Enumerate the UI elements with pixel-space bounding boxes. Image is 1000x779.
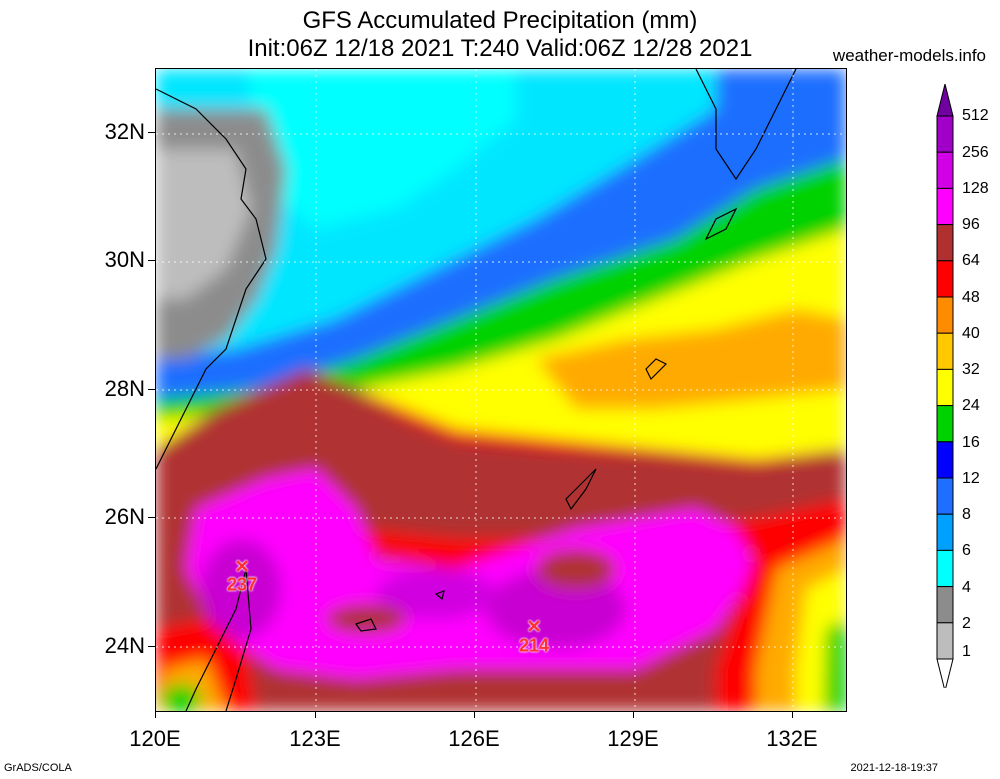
legend-swatch [936,441,954,479]
lat-label: 26N [104,504,145,529]
legend-label: 4 [962,579,971,596]
lat-label: 24N [104,633,145,658]
legend-swatch [936,151,954,189]
legend-label: 1 [962,643,971,660]
legend-swatch [936,405,954,443]
legend-label: 96 [962,216,980,233]
lon-label: 126E [448,726,500,751]
lat-label: 28N [104,376,145,401]
miyako-coastline [355,618,377,632]
lon-label: 129E [607,726,659,751]
legend-label: 16 [962,434,980,451]
x-tick [633,711,634,718]
x-tick [315,711,316,718]
legend-arrow-bottom [936,658,954,688]
legend-swatch [936,260,954,298]
precip-band-16-south [824,619,846,711]
legend-swatch [936,296,954,334]
legend-label: 128 [962,180,989,197]
max-marker-cross-west: ✕ [234,556,250,577]
x-tick [155,711,156,718]
legend-label: 48 [962,289,980,306]
legend-swatch [936,622,954,660]
legend-label: 6 [962,542,971,559]
legend-swatch [936,332,954,370]
legend-swatch [936,187,954,226]
legend-label: 8 [962,506,971,523]
graticule [156,69,846,711]
legend-bar [936,84,954,688]
legend-label: 2 [962,615,971,632]
legend-swatch [936,477,954,515]
precip-core-128-256-east [486,569,626,649]
precip-band-40-48 [536,309,846,409]
yakushima-coastline [704,207,738,241]
y-tick [148,132,155,133]
precipitation-field [156,69,846,711]
lon-label: 123E [289,726,341,751]
lat-label: 32N [104,119,145,144]
legend-swatch [936,513,954,551]
generation-timestamp: 2021-12-18-19:37 [850,762,938,774]
okinawa-coastline [565,468,597,511]
max-marker-cross-east: ✕ [526,616,542,637]
precip-hole-west [326,604,406,634]
software-credit: GrADS/COLA [4,762,72,774]
max-marker-value-west: 237 [226,574,258,595]
legend-label: 256 [962,144,989,161]
precip-band-16-24 [156,159,846,419]
y-tick [148,517,155,518]
island-small-coastline [434,590,445,601]
amami-coastline [645,358,668,381]
y-tick [148,260,155,261]
precip-taiwan-green [161,684,201,711]
color-legend [935,84,955,688]
legend-swatch [936,224,954,262]
legend-label: 32 [962,361,980,378]
land-gray-1-2 [156,149,251,299]
legend-swatch [936,549,954,588]
precipitation-map [155,68,847,712]
map-subtitle: Init:06Z 12/18 2021 T:240 Valid:06Z 12/2… [247,35,753,62]
legend-swatch [936,115,954,153]
legend-label: 24 [962,397,980,414]
legend-label: 512 [962,107,989,124]
legend-label: 40 [962,325,980,342]
precip-band-6 [246,69,516,229]
lat-label: 30N [104,247,145,272]
taiwan-coastline [185,568,252,711]
lon-label: 132E [766,726,818,751]
coastlines [156,69,797,711]
legend-swatch [936,368,954,407]
legend-label: 12 [962,470,980,487]
lon-label: 120E [129,726,181,751]
x-tick [792,711,793,718]
legend-arrow-top [936,84,954,117]
legend-swatch [936,586,954,624]
y-tick [148,389,155,390]
source-watermark: weather-models.info [832,46,986,65]
kyushu-coastline [695,69,797,181]
precip-hole-north [536,549,616,589]
china-coastline [156,88,267,470]
legend-label: 64 [962,252,980,269]
x-tick [474,711,475,718]
map-title: GFS Accumulated Precipitation (mm) [302,7,698,34]
max-marker-value-east: 214 [518,635,550,656]
y-tick [148,646,155,647]
